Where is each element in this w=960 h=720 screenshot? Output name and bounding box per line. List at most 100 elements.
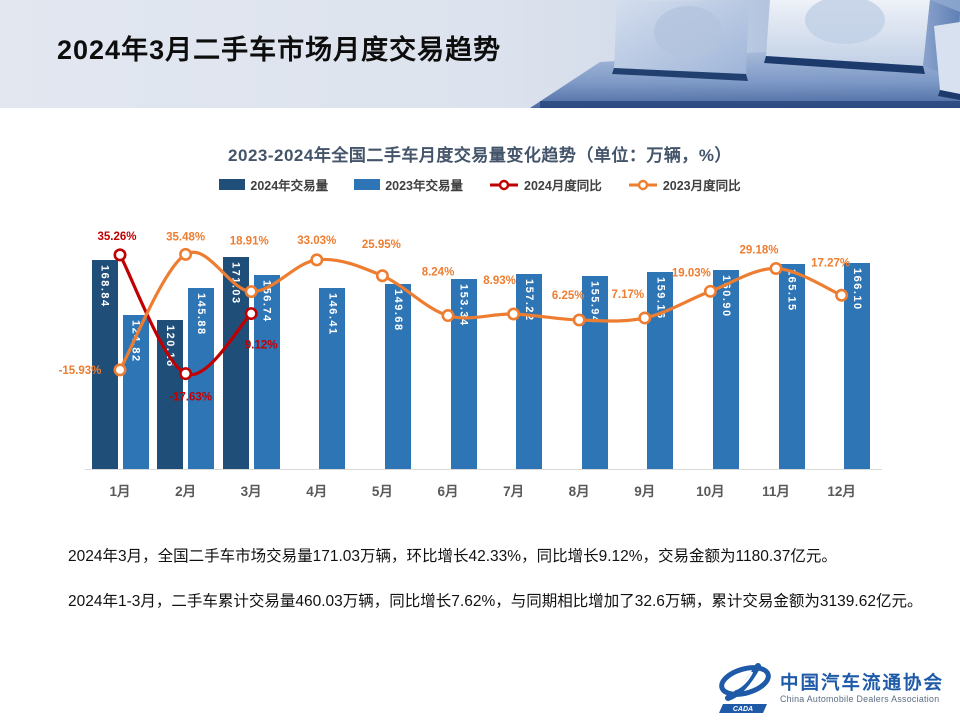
- marker-2023月度同比-5月: [375, 269, 389, 283]
- line-2024月度同比: [118, 254, 253, 377]
- legend-item-2024年交易量: 2024年交易量: [219, 175, 328, 194]
- legend-label: 2024月度同比: [524, 179, 602, 193]
- legend-swatch: [628, 179, 657, 190]
- month-label-6月: 6月: [437, 484, 459, 499]
- bar-2024年交易量-2月: 120.16: [157, 320, 184, 469]
- bar-2023年交易量-4月: 146.41: [319, 287, 346, 469]
- pct-label-2023月度同比-5月: 25.95%: [362, 239, 401, 251]
- line-series-overlay: 35.26% -17.63% 9.12% -15.93% 35.48% 18.91% 33.…: [59, 231, 851, 404]
- bar-value-label: 157.22: [523, 279, 536, 322]
- cada-logo-emblem-icon: CADA: [718, 663, 771, 713]
- pct-label-2024月度同比-3月: 9.12%: [245, 340, 278, 352]
- bar-value-label: 171.03: [229, 262, 242, 305]
- marker-2023月度同比-2月: [179, 247, 193, 261]
- month-label-1月: 1月: [109, 484, 131, 499]
- bar-2023年交易量-2月: 145.88: [188, 288, 215, 469]
- legend-item-2023年交易量: 2023年交易量: [354, 175, 463, 194]
- month-label-8月: 8月: [568, 484, 590, 499]
- marker-2023月度同比-6月: [441, 309, 455, 323]
- month-label-4月: 4月: [306, 484, 328, 499]
- cada-logo-text: 中国汽车流通协会 China Automobile Dealers Associ…: [780, 672, 944, 703]
- pct-label-2023月度同比-1月: -15.93%: [59, 365, 102, 377]
- bar-value-label: 159.16: [654, 276, 667, 320]
- bar-value-label: 145.88: [195, 293, 208, 337]
- bar-value-label: 120.16: [164, 325, 177, 369]
- pct-label-2023月度同比-12月: 17.27%: [811, 257, 850, 269]
- marker-2023月度同比-8月: [572, 313, 586, 327]
- marker-2023月度同比-10月: [703, 284, 717, 298]
- pct-label-2023月度同比-3月: 18.91%: [230, 236, 269, 248]
- bar-2023年交易量-10月: 160.90: [712, 269, 739, 469]
- month-label-10月: 10月: [696, 484, 725, 499]
- pct-label-2023月度同比-2月: 35.48%: [166, 231, 205, 243]
- legend-label: 2023年交易量: [385, 179, 463, 193]
- marker-2024月度同比-2月: [179, 367, 193, 381]
- bar-2024年交易量-3月: 171.03: [222, 257, 249, 469]
- svg-text:CADA: CADA: [733, 706, 753, 713]
- summary-line-2: 2024年1-3月，二手车累计交易量460.03万辆，同比增长7.62%，与同期…: [68, 593, 923, 610]
- pct-label-2024月度同比-2月: -17.63%: [169, 392, 212, 404]
- bar-2024年交易量-1月: 168.84: [91, 259, 118, 469]
- logo-name-en: China Automobile Dealers Association: [779, 693, 940, 704]
- pct-label-2023月度同比-8月: 6.25%: [552, 290, 585, 302]
- legend-item-2024月度同比: 2024月度同比: [489, 175, 602, 194]
- marker-2024月度同比-1月: [113, 248, 127, 262]
- month-label-7月: 7月: [503, 484, 525, 499]
- marker-2023月度同比-11月: [769, 262, 783, 276]
- pct-label-2023月度同比-4月: 33.03%: [297, 235, 336, 247]
- marker-2023月度同比-12月: [835, 288, 849, 302]
- bar-2023年交易量-3月: 156.74: [253, 274, 280, 469]
- bar-value-label: 146.41: [326, 292, 339, 336]
- month-label-3月: 3月: [240, 484, 262, 499]
- month-label-12月: 12月: [827, 484, 856, 499]
- bar-2023年交易量-6月: 153.34: [450, 279, 477, 469]
- legend-swatch: [490, 179, 518, 190]
- marker-2024月度同比-3月: [244, 307, 258, 321]
- legend-item-2023月度同比: 2023月度同比: [628, 175, 741, 194]
- bar-2023年交易量-11月: 165.15: [778, 264, 805, 469]
- pct-label-2023月度同比-10月: 19.03%: [672, 267, 711, 279]
- pct-label-2023月度同比-11月: 29.18%: [739, 245, 778, 257]
- bar-value-label: 166.10: [851, 268, 864, 311]
- bar-2023年交易量-9月: 159.16: [647, 271, 674, 469]
- month-label-2月: 2月: [175, 484, 197, 499]
- bar-value-label: 156.74: [260, 279, 273, 323]
- pct-label-2023月度同比-7月: 8.93%: [483, 275, 516, 287]
- line-2023月度同比: [118, 250, 843, 371]
- chart-title: 2023-2024年全国二手车月度交易量变化趋势（单位：万辆，%）: [228, 146, 732, 165]
- pct-label-2024月度同比-1月: 35.26%: [97, 231, 136, 243]
- bar-value-label: 165.15: [785, 269, 798, 313]
- header-cubes-image: [0, 0, 960, 108]
- marker-2023月度同比-4月: [310, 253, 324, 267]
- summary-line-1: 2024年3月，全国二手车市场交易量171.03万辆，环比增长42.33%，同比…: [68, 548, 837, 565]
- marker-2023月度同比-1月: [113, 363, 127, 377]
- bar-2023年交易量-5月: 149.68: [384, 283, 411, 469]
- bar-value-label: 124.82: [129, 319, 142, 363]
- legend-label: 2023月度同比: [662, 179, 741, 193]
- bar-value-label: 153.34: [457, 284, 470, 327]
- marker-2023月度同比-3月: [244, 285, 258, 299]
- bar-value-label: 149.68: [391, 288, 404, 332]
- bar-2023年交易量-12月: 166.10: [844, 263, 871, 469]
- page-title: 2024年3月二手车市场月度交易趋势: [57, 35, 502, 65]
- x-axis-line: [85, 469, 882, 470]
- bar-value-label: 155.94: [588, 280, 601, 324]
- month-label-11月: 11月: [762, 484, 790, 499]
- bar-2023年交易量-8月: 155.94: [581, 275, 608, 469]
- legend-label: 2024年交易量: [250, 179, 329, 193]
- legend-swatch: [219, 179, 246, 190]
- month-label-9月: 9月: [634, 484, 656, 499]
- pct-label-2023月度同比-9月: 7.17%: [611, 289, 644, 301]
- logo-name-cn: 中国汽车流通协会: [779, 672, 944, 694]
- bar-value-label: 160.90: [719, 274, 732, 318]
- summary-text: 2024年3月，全国二手车市场交易量171.03万辆，环比增长42.33%，同比…: [68, 534, 932, 624]
- chart-legend: 2024年交易量 2023年交易量 2024月度同比 2023月度同比: [0, 175, 960, 194]
- header-banner: 2024年3月二手车市场月度交易趋势: [0, 0, 960, 108]
- marker-2023月度同比-7月: [507, 307, 521, 321]
- pct-label-2023月度同比-6月: 8.24%: [422, 267, 455, 279]
- bar-2023年交易量-7月: 157.22: [516, 274, 543, 469]
- cada-logo: CADA 中国汽车流通协会 China Automobile Dealers A…: [716, 662, 944, 714]
- marker-2023月度同比-9月: [638, 311, 652, 325]
- legend-swatch: [354, 179, 381, 190]
